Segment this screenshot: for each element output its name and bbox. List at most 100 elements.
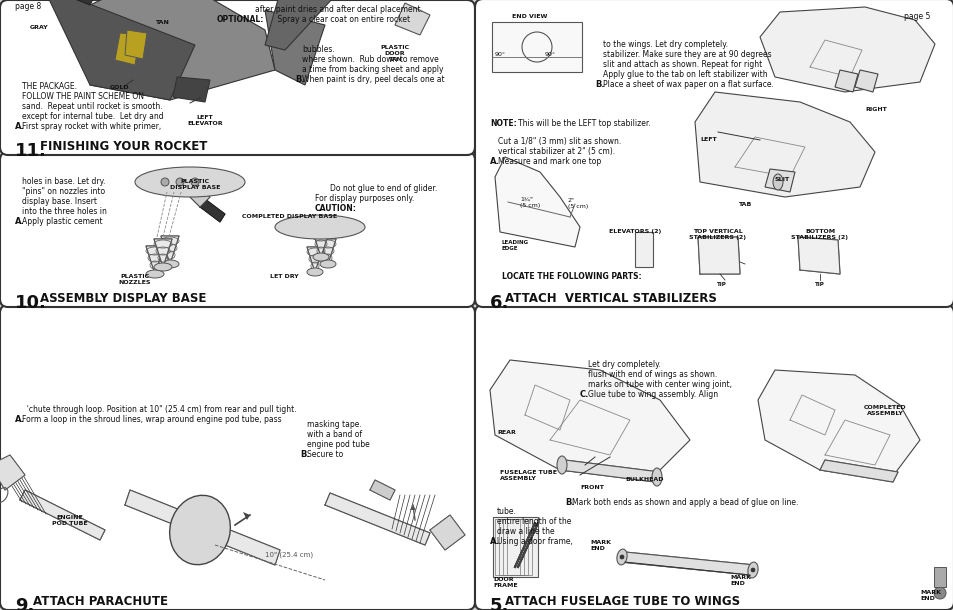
Ellipse shape [146, 270, 164, 278]
Text: This will be the LEFT top stabilizer.: This will be the LEFT top stabilizer. [517, 119, 650, 128]
Text: GRAY: GRAY [30, 25, 49, 30]
Polygon shape [758, 370, 919, 480]
Polygon shape [15, 0, 194, 100]
FancyBboxPatch shape [0, 305, 475, 610]
Text: FINISHING YOUR ROCKET: FINISHING YOUR ROCKET [40, 140, 207, 153]
Ellipse shape [933, 587, 945, 599]
Text: COMPLETED
ASSEMBLY: COMPLETED ASSEMBLY [862, 405, 905, 416]
Polygon shape [760, 7, 934, 92]
Text: Secure to: Secure to [307, 450, 343, 459]
Text: C.: C. [579, 390, 589, 399]
Text: 6.: 6. [490, 294, 509, 312]
Polygon shape [559, 460, 659, 482]
Text: marks on tube with center wing joint,: marks on tube with center wing joint, [587, 380, 731, 389]
Text: draw a line the: draw a line the [497, 527, 554, 536]
Ellipse shape [161, 178, 169, 186]
Text: TAB: TAB [738, 202, 751, 207]
Text: A.: A. [15, 415, 25, 424]
Text: 90°: 90° [495, 52, 505, 57]
Ellipse shape [175, 178, 184, 186]
Text: BOTTOM
STABILIZERS (2): BOTTOM STABILIZERS (2) [791, 229, 847, 240]
Text: LEADING
EDGE: LEADING EDGE [501, 240, 529, 251]
Polygon shape [265, 0, 345, 50]
Polygon shape [172, 77, 210, 102]
Polygon shape [764, 169, 794, 192]
FancyBboxPatch shape [475, 0, 953, 307]
FancyBboxPatch shape [0, 0, 475, 155]
Text: where shown.  Rub down to remove: where shown. Rub down to remove [302, 55, 438, 64]
Polygon shape [146, 246, 164, 274]
Text: slit and attach as shown. Repeat for right: slit and attach as shown. Repeat for rig… [602, 60, 761, 69]
Text: 9.: 9. [15, 597, 34, 610]
Text: For display purposes only.: For display purposes only. [314, 194, 414, 203]
Polygon shape [325, 493, 430, 545]
Ellipse shape [307, 268, 323, 276]
Text: 1¾"
(5 cm): 1¾" (5 cm) [519, 197, 539, 208]
Ellipse shape [170, 495, 230, 565]
Text: GOLD: GOLD [110, 85, 130, 90]
Text: to the wings. Let dry completely.: to the wings. Let dry completely. [602, 40, 727, 49]
Polygon shape [319, 239, 335, 264]
Text: stabilizer. Make sure they are at 90 degrees: stabilizer. Make sure they are at 90 deg… [602, 50, 771, 59]
Text: Mark both ends as shown and apply a bead of glue on line.: Mark both ends as shown and apply a bead… [572, 498, 798, 507]
Polygon shape [820, 460, 897, 482]
Text: First spray rocket with white primer,: First spray rocket with white primer, [22, 122, 161, 131]
Ellipse shape [747, 562, 758, 578]
Text: page 8: page 8 [15, 2, 41, 11]
Bar [493, 517, 537, 577]
Text: holes in base. Let dry.: holes in base. Let dry. [22, 177, 105, 186]
Ellipse shape [750, 568, 754, 572]
Text: Glue tube to wing assembly. Align: Glue tube to wing assembly. Align [587, 390, 718, 399]
Text: Form a loop in the shroud lines, wrap around engine pod tube, pass: Form a loop in the shroud lines, wrap ar… [22, 415, 281, 424]
FancyBboxPatch shape [0, 152, 475, 307]
Text: A.: A. [490, 157, 499, 166]
Text: 5.: 5. [490, 597, 509, 610]
Text: MARK
END: MARK END [919, 590, 940, 601]
Text: 10.: 10. [15, 294, 47, 312]
Text: B.: B. [294, 75, 304, 84]
Text: Spray a clear coat on entire rocket: Spray a clear coat on entire rocket [274, 15, 410, 24]
Text: 11.: 11. [15, 142, 47, 160]
Polygon shape [20, 490, 105, 540]
Polygon shape [695, 92, 874, 197]
Text: LEFT
ELEVATOR: LEFT ELEVATOR [187, 115, 223, 126]
Ellipse shape [313, 253, 329, 261]
Text: RIGHT: RIGHT [864, 107, 886, 112]
Polygon shape [15, 0, 100, 5]
Text: NOTE:: NOTE: [490, 119, 517, 128]
Text: BULKHEAD: BULKHEAD [624, 477, 662, 482]
Polygon shape [115, 33, 140, 65]
Polygon shape [430, 515, 464, 550]
Text: LET DRY: LET DRY [270, 274, 298, 279]
Text: ATTACH  VERTICAL STABILIZERS: ATTACH VERTICAL STABILIZERS [504, 292, 716, 305]
Text: THE PACKAGE.: THE PACKAGE. [22, 82, 77, 91]
Text: Measure and mark one top: Measure and mark one top [497, 157, 600, 166]
Text: DOOR
FRAME: DOOR FRAME [493, 577, 517, 588]
FancyBboxPatch shape [475, 305, 953, 610]
Polygon shape [265, 10, 325, 85]
Ellipse shape [651, 468, 661, 486]
Polygon shape [243, 512, 250, 520]
Polygon shape [161, 236, 179, 264]
Ellipse shape [153, 263, 172, 271]
Polygon shape [797, 237, 840, 274]
Text: tube.: tube. [497, 507, 517, 516]
Text: FOLLOW THE PAINT SCHEME ON: FOLLOW THE PAINT SCHEME ON [22, 92, 144, 101]
Polygon shape [854, 70, 877, 92]
Text: engine pod tube: engine pod tube [307, 440, 370, 449]
Text: after paint dries and after decal placement.: after paint dries and after decal placem… [254, 5, 422, 14]
Polygon shape [0, 455, 25, 490]
Text: with a band of: with a band of [307, 430, 362, 439]
Text: 90°: 90° [544, 52, 556, 57]
Polygon shape [490, 360, 689, 480]
Ellipse shape [557, 456, 566, 474]
Text: MARK
END: MARK END [589, 540, 610, 551]
Bar [635, 232, 652, 267]
Text: COMPLETED DISPLAY BASE: COMPLETED DISPLAY BASE [242, 214, 337, 219]
Text: Let dry completely.: Let dry completely. [587, 360, 660, 369]
Text: "pins" on nozzles into: "pins" on nozzles into [22, 187, 105, 196]
Text: OPTIONAL:: OPTIONAL: [216, 15, 263, 24]
Text: When paint is dry, peel decals one at: When paint is dry, peel decals one at [302, 75, 444, 84]
Ellipse shape [191, 178, 199, 186]
Text: sand.  Repeat until rocket is smooth.: sand. Repeat until rocket is smooth. [22, 102, 162, 111]
